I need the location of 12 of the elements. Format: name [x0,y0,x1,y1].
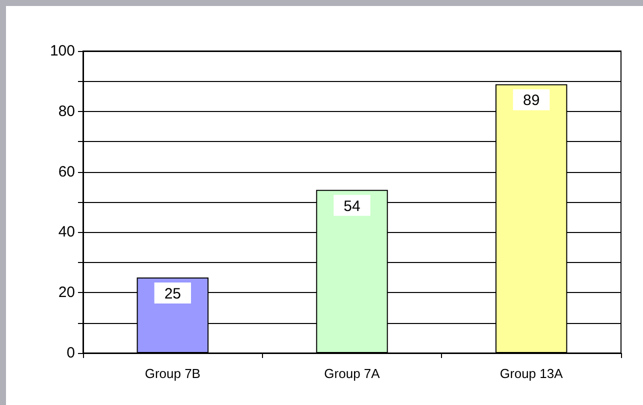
y-tick-label: 60 [58,163,75,180]
x-tick-label: Group 7B [144,366,200,381]
y-tick-label: 40 [58,224,75,241]
data-label: 54 [344,198,360,215]
data-label: 25 [164,286,182,302]
data-label: 89 [522,92,540,110]
y-tick-label: 80 [58,102,75,120]
x-tick-label: Group 7A [324,366,380,381]
y-tick-label: 100 [50,42,75,60]
x-tick-label: Group 13A [500,366,564,381]
y-tick-label: 20 [58,284,75,302]
y-tick-label: 0 [66,344,75,362]
